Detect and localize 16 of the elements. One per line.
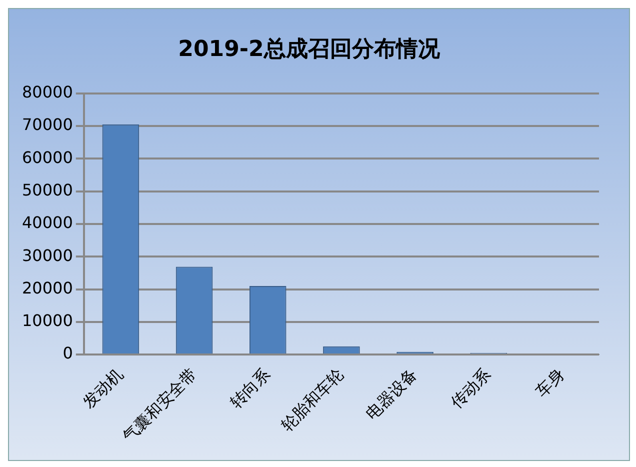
y-tick-label: 20000 — [22, 278, 73, 298]
x-tick-label: 轮胎和车轮 — [277, 364, 348, 435]
y-tick-label: 50000 — [22, 180, 73, 200]
y-tick-label: 70000 — [22, 115, 73, 134]
y-tick-label: 10000 — [22, 311, 73, 330]
y-tick-label: 40000 — [22, 213, 73, 232]
x-tick-label: 发动机 — [79, 364, 126, 412]
y-tick-label: 80000 — [22, 82, 73, 102]
chart-title: 2019-2总成召回分布情况 — [178, 36, 441, 62]
y-tick-label: 60000 — [22, 148, 73, 167]
x-tick-label: 转向系 — [226, 364, 274, 412]
y-tick-label: 0 — [62, 344, 73, 363]
x-tick-label: 电器设备 — [362, 364, 421, 424]
x-tick-label: 车身 — [532, 364, 568, 401]
y-tick-label: 30000 — [22, 246, 73, 265]
x-tick-label: 传动系 — [447, 364, 494, 412]
